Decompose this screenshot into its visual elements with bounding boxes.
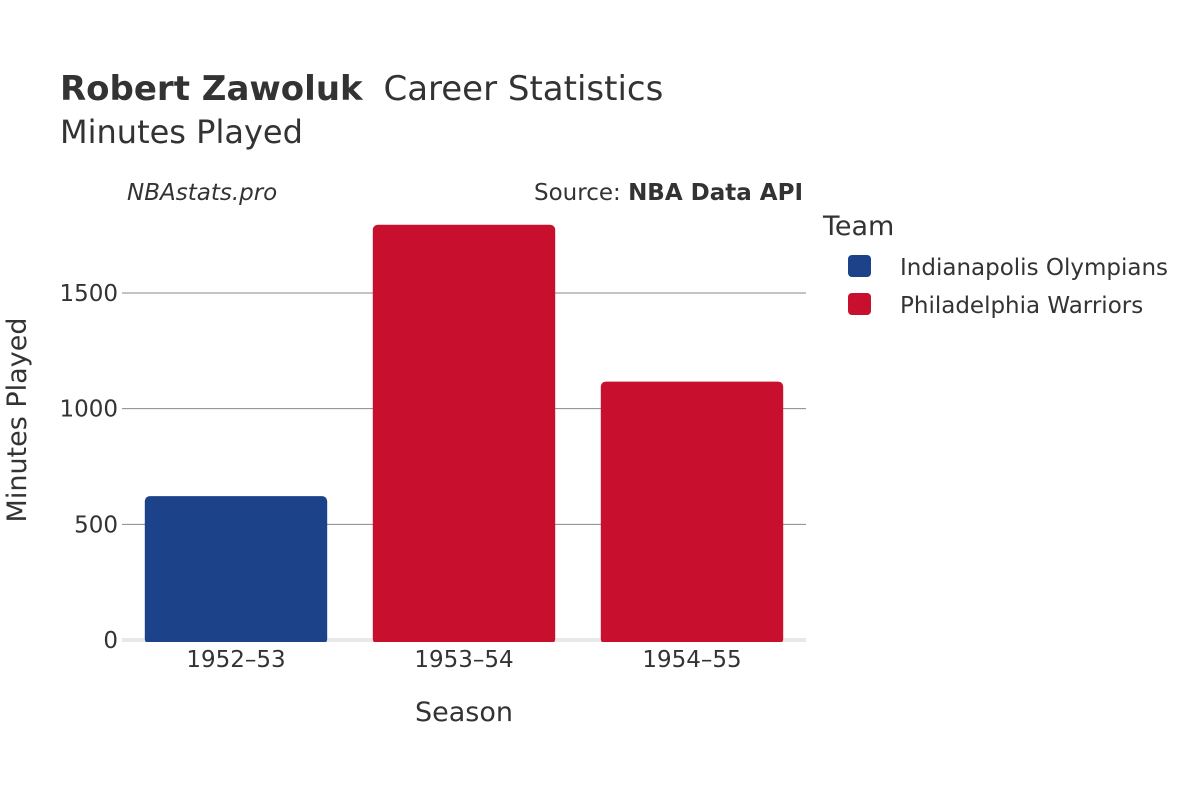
legend-item: Philadelphia Warriors (848, 293, 1143, 319)
baseline-mask (122, 642, 806, 646)
y-axis-title: Minutes Played (2, 318, 33, 523)
chart-title-bold: Robert Zawoluk (60, 69, 364, 109)
y-tick-label: 500 (74, 512, 118, 538)
legend-swatch-indianapolis-olympians (848, 255, 871, 277)
bar-1953–54 (372, 224, 556, 645)
bar-1954–55 (600, 381, 784, 644)
chart-title: Robert Zawoluk Career Statistics (60, 69, 663, 109)
legend-label-philadelphia-warriors: Philadelphia Warriors (900, 293, 1143, 319)
y-tick-label: 1000 (59, 397, 118, 423)
legend-item: Indianapolis Olympians (848, 255, 1168, 281)
legend-title: Team (822, 211, 894, 242)
credit-right: Source: NBA Data API (534, 180, 803, 206)
x-tick-labels: 1952–53 1953–54 1954–55 (186, 647, 741, 673)
chart-subtitle: Minutes Played (60, 113, 303, 151)
chart-title-rest: Career Statistics (383, 69, 663, 109)
source-name: NBA Data API (628, 180, 803, 206)
bars (122, 224, 806, 646)
y-tick-label: 1500 (59, 281, 118, 307)
y-tick-label: 0 (103, 628, 118, 654)
x-axis-title: Season (415, 697, 513, 728)
y-tick-labels: 0 500 1000 1500 (59, 281, 118, 654)
x-tick-label: 1953–54 (414, 647, 513, 673)
legend-label-indianapolis-olympians: Indianapolis Olympians (900, 255, 1168, 281)
bar-1952–53 (144, 496, 328, 644)
credit-left: NBAstats.pro (127, 180, 277, 206)
x-tick-label: 1952–53 (186, 647, 285, 673)
x-tick-label: 1954–55 (642, 647, 741, 673)
source-prefix: Source: (534, 180, 628, 206)
legend-swatch-philadelphia-warriors (848, 293, 871, 315)
